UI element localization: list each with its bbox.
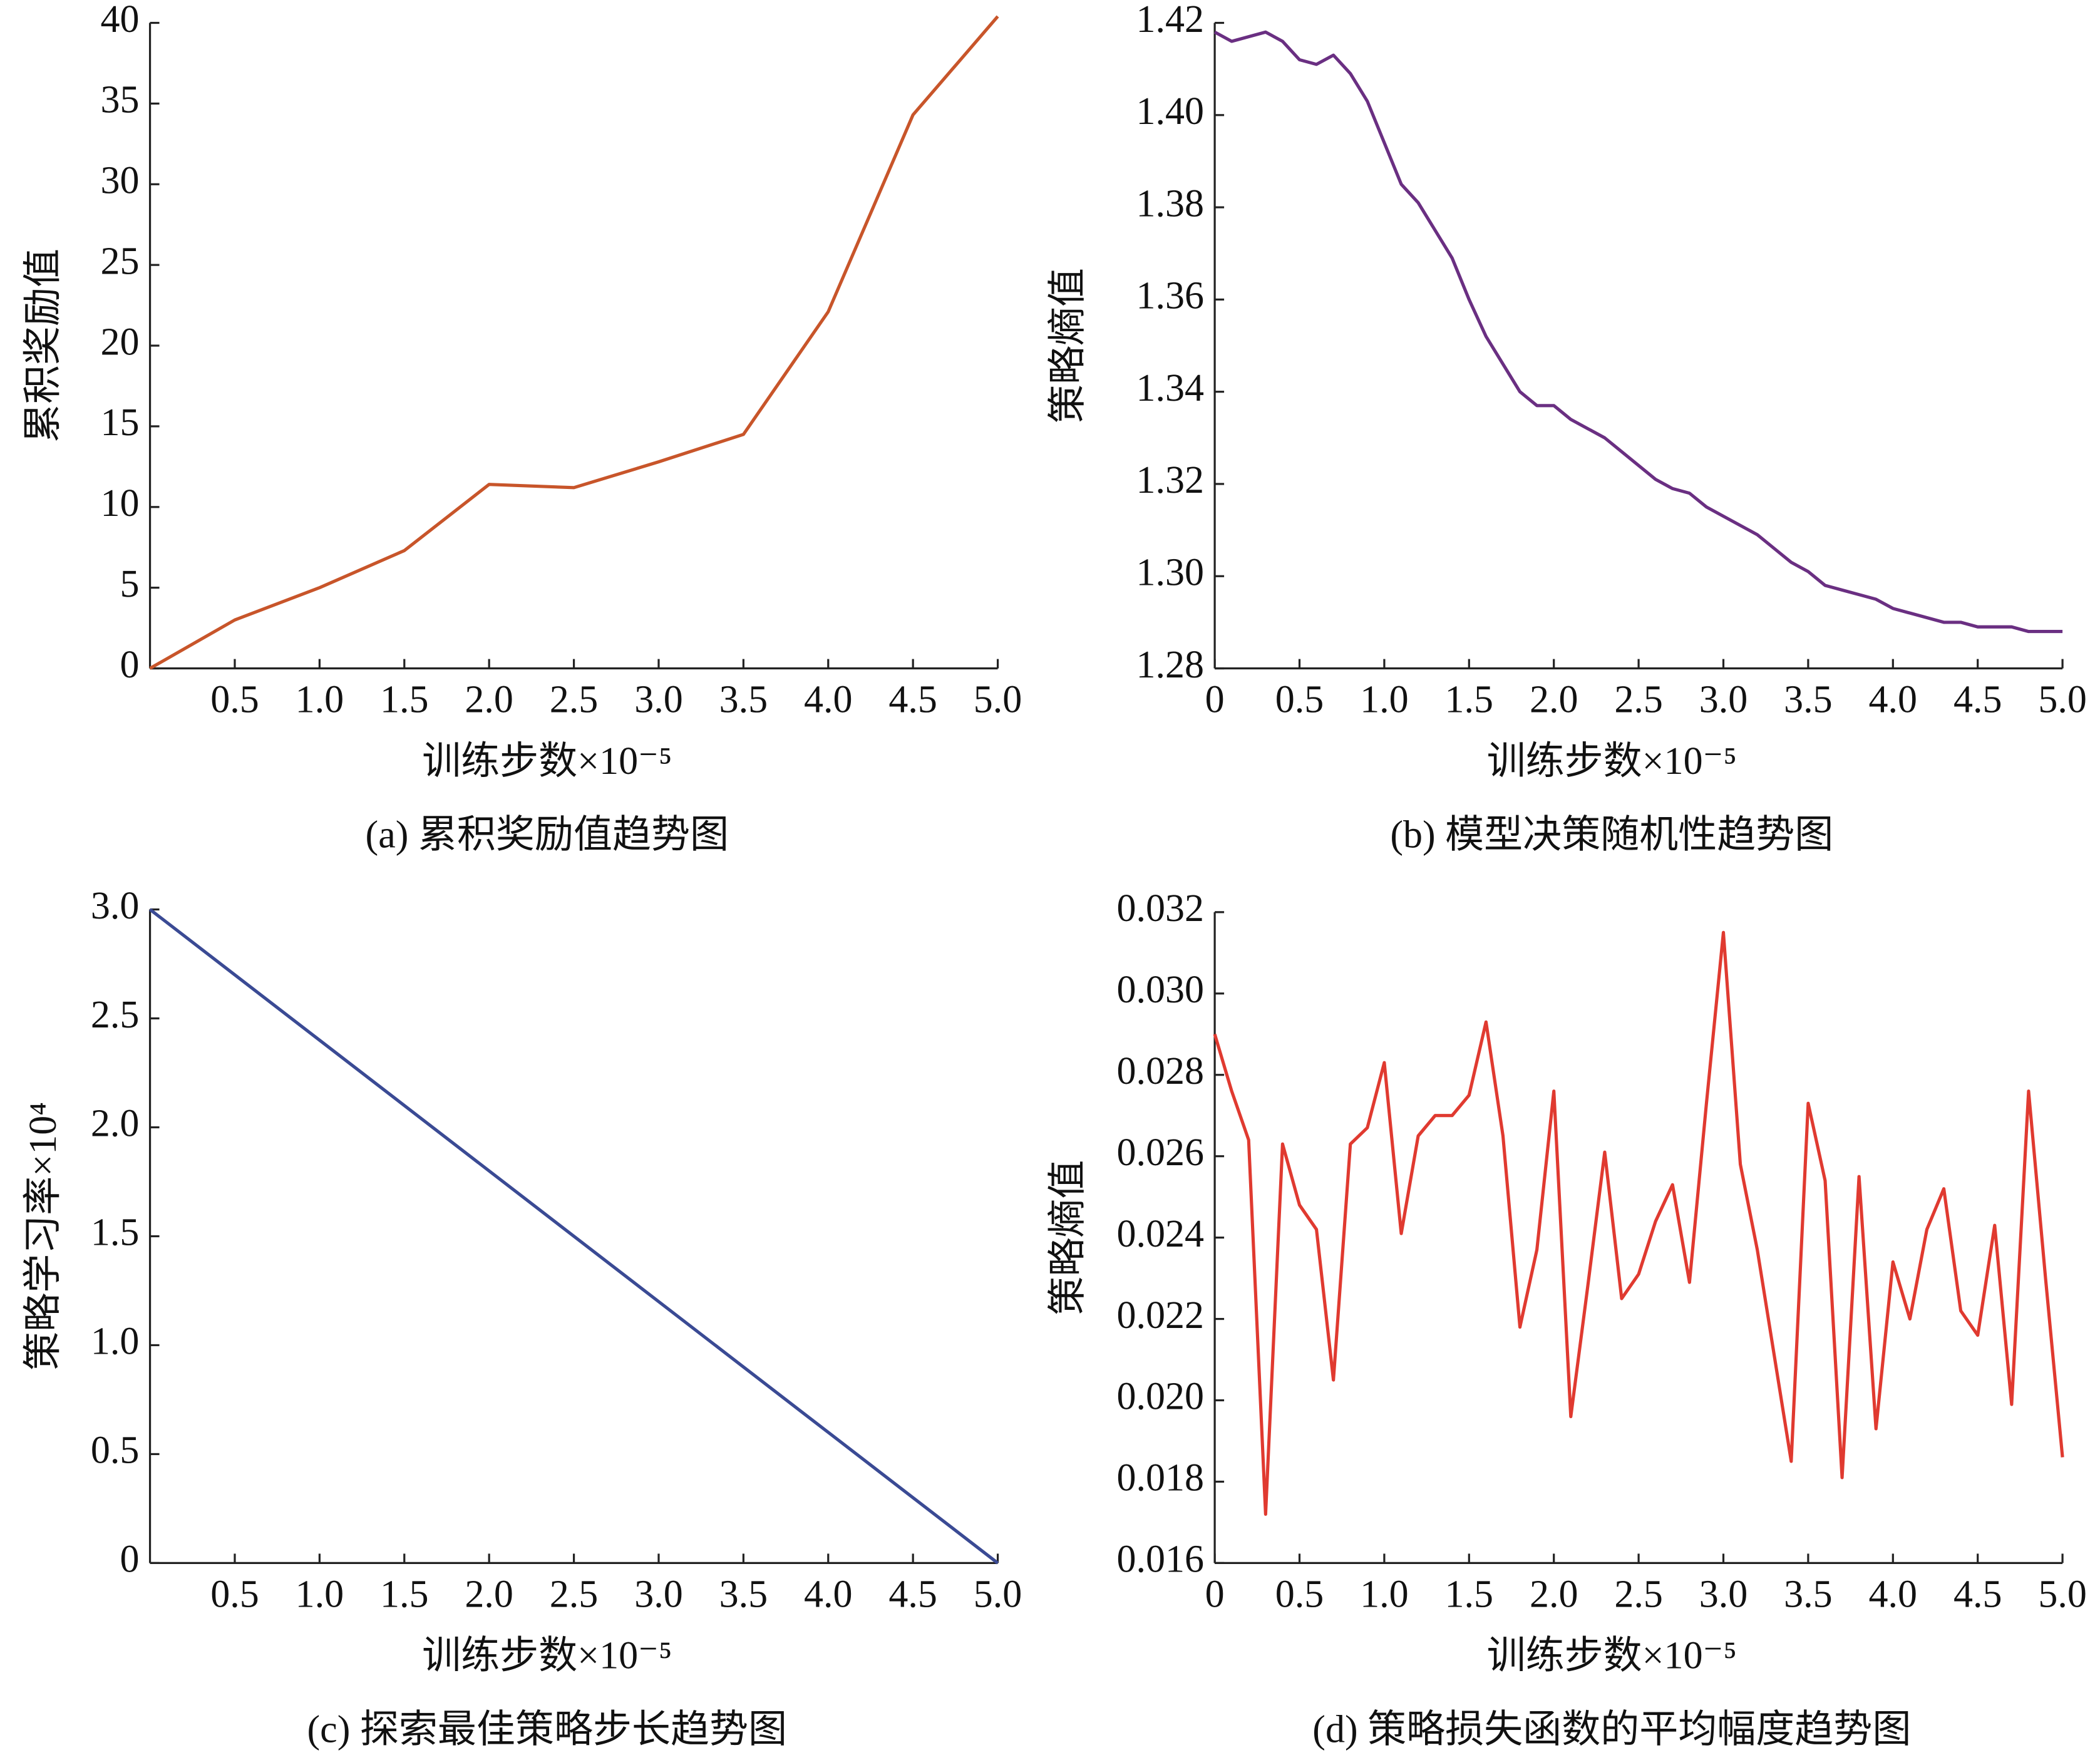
data-line bbox=[1213, 30, 2063, 634]
x-tick-label: 4.0 bbox=[1869, 1573, 1918, 1615]
y-tick-label: 1.5 bbox=[91, 1212, 140, 1254]
y-tick-label: 1.30 bbox=[1136, 551, 1204, 594]
y-tick-label: 0.020 bbox=[1116, 1376, 1204, 1418]
y-tick-label: 1.28 bbox=[1136, 644, 1204, 686]
y-tick-label: 1.36 bbox=[1136, 275, 1204, 317]
y-tick-label: 0.5 bbox=[91, 1429, 140, 1472]
x-tick-label: 2.5 bbox=[1614, 678, 1663, 721]
x-tick-label: 5.0 bbox=[974, 1573, 1022, 1615]
y-tick-label: 0.028 bbox=[1116, 1050, 1204, 1093]
x-axis-label: 训练步数×10⁻⁵ bbox=[422, 1635, 672, 1677]
data-line bbox=[1213, 930, 2064, 1516]
x-tick-label: 5.0 bbox=[974, 678, 1022, 721]
x-tick-label: 1.0 bbox=[296, 1573, 344, 1615]
x-tick-label: 2.5 bbox=[550, 678, 599, 721]
x-tick-label: 5.0 bbox=[2038, 1573, 2087, 1615]
x-tick-label: 0.5 bbox=[1275, 678, 1324, 721]
x-tick-label: 1.0 bbox=[1360, 1573, 1409, 1615]
y-tick-label: 0.018 bbox=[1116, 1457, 1204, 1500]
x-tick-label: 3.5 bbox=[719, 678, 768, 721]
x-tick-label: 3.0 bbox=[1699, 678, 1748, 721]
y-tick-label: 5 bbox=[120, 563, 139, 605]
x-tick-label: 3.5 bbox=[719, 1573, 768, 1615]
y-tick-label: 1.42 bbox=[1136, 0, 1204, 41]
y-axis-label: 策略学习率×10⁴ bbox=[22, 1102, 64, 1371]
x-tick-label: 3.5 bbox=[1784, 1573, 1833, 1615]
x-tick-label: 2.0 bbox=[1530, 678, 1578, 721]
x-tick-label: 4.5 bbox=[1953, 1573, 2002, 1615]
y-axis-label: 累积奖励值 bbox=[22, 249, 64, 443]
y-tick-label: 2.5 bbox=[91, 994, 140, 1036]
x-tick-label: 2.0 bbox=[465, 678, 513, 721]
x-tick-label: 4.5 bbox=[1953, 678, 2002, 721]
x-tick-label: 4.0 bbox=[1869, 678, 1918, 721]
x-tick-label: 2.5 bbox=[550, 1573, 599, 1615]
x-tick-label: 1.0 bbox=[1360, 678, 1409, 721]
y-tick-label: 2.0 bbox=[91, 1103, 140, 1145]
y-axis-label: 策略熵值 bbox=[1046, 268, 1089, 423]
x-tick-label: 4.0 bbox=[804, 1573, 853, 1615]
x-tick-label: 1.5 bbox=[380, 1573, 429, 1615]
y-tick-label: 10 bbox=[100, 482, 139, 525]
x-tick-label: 2.5 bbox=[1614, 1573, 1663, 1615]
y-tick-label: 0.032 bbox=[1116, 887, 1204, 930]
x-tick-label: 3.0 bbox=[634, 678, 683, 721]
y-tick-label: 40 bbox=[100, 0, 139, 41]
y-tick-label: 20 bbox=[100, 321, 139, 363]
x-axis-label: 训练步数×10⁻⁵ bbox=[1487, 1635, 1737, 1677]
y-tick-label: 0 bbox=[120, 644, 139, 686]
y-tick-label: 1.40 bbox=[1136, 90, 1204, 133]
x-tick-label: 4.5 bbox=[888, 1573, 937, 1615]
caption: (a) 累积奖励值趋势图 bbox=[366, 813, 729, 856]
y-tick-label: 0.026 bbox=[1116, 1131, 1204, 1174]
y-tick-label: 25 bbox=[100, 240, 139, 282]
y-tick-label: 15 bbox=[100, 401, 139, 444]
x-tick-label: 3.0 bbox=[1699, 1573, 1748, 1615]
x-tick-label: 1.5 bbox=[1445, 678, 1494, 721]
y-tick-label: 1.32 bbox=[1136, 459, 1204, 502]
y-tick-label: 30 bbox=[100, 160, 139, 202]
x-tick-label: 1.5 bbox=[1445, 1573, 1494, 1615]
y-tick-label: 0 bbox=[120, 1538, 139, 1581]
x-tick-label: 3.5 bbox=[1784, 678, 1833, 721]
y-tick-label: 0.016 bbox=[1116, 1538, 1204, 1581]
x-tick-label: 3.0 bbox=[634, 1573, 683, 1615]
y-tick-label: 1.0 bbox=[91, 1320, 140, 1363]
x-tick-label: 1.0 bbox=[296, 678, 344, 721]
x-tick-label: 5.0 bbox=[2038, 678, 2087, 721]
y-tick-label: 0.024 bbox=[1116, 1213, 1204, 1255]
y-tick-label: 1.34 bbox=[1136, 367, 1204, 409]
y-tick-label: 1.38 bbox=[1136, 182, 1204, 225]
caption: (c) 探索最佳策略步长趋势图 bbox=[307, 1708, 788, 1751]
x-axis-label: 训练步数×10⁻⁵ bbox=[422, 740, 672, 783]
y-tick-label: 0.022 bbox=[1116, 1294, 1204, 1337]
x-tick-label: 0.5 bbox=[210, 1573, 259, 1615]
caption: (d) 策略损失函数的平均幅度趋势图 bbox=[1312, 1708, 1911, 1751]
y-tick-label: 0.030 bbox=[1116, 969, 1204, 1011]
data-line bbox=[149, 15, 999, 670]
x-tick-label: 0.5 bbox=[210, 678, 259, 721]
x-tick-label: 2.0 bbox=[465, 1573, 513, 1615]
x-axis-label: 训练步数×10⁻⁵ bbox=[1487, 740, 1737, 783]
y-tick-label: 35 bbox=[100, 79, 139, 121]
data-line bbox=[149, 908, 999, 1565]
y-tick-label: 3.0 bbox=[91, 885, 140, 927]
caption: (b) 模型决策随机性趋势图 bbox=[1390, 813, 1833, 856]
x-tick-label: 2.0 bbox=[1530, 1573, 1578, 1615]
x-tick-label: 4.0 bbox=[804, 678, 853, 721]
x-tick-label: 4.5 bbox=[888, 678, 937, 721]
x-tick-label: 0.5 bbox=[1275, 1573, 1324, 1615]
x-tick-label: 0 bbox=[1205, 1573, 1225, 1615]
x-tick-label: 0 bbox=[1205, 678, 1225, 721]
y-axis-label: 策略熵值 bbox=[1046, 1160, 1089, 1315]
x-tick-label: 1.5 bbox=[380, 678, 429, 721]
